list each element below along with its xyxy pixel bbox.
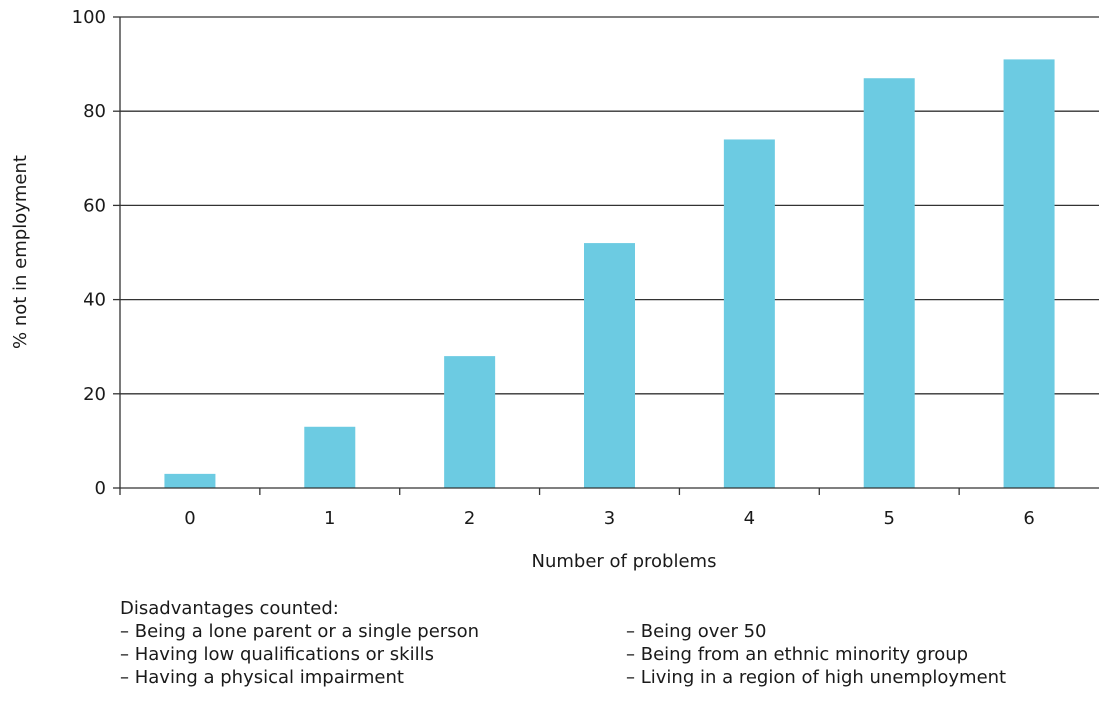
axes (113, 16, 1099, 495)
x-tick-label: 2 (464, 508, 475, 529)
x-tick-label: 6 (1023, 508, 1034, 529)
bar-3 (584, 243, 635, 488)
x-tick-label: 1 (324, 508, 335, 529)
bar-0 (164, 473, 216, 488)
gridlines (120, 16, 1099, 395)
note-item: – Having a physical impairment (120, 667, 404, 688)
x-tick-label: 5 (883, 508, 894, 529)
y-tick-label: 20 (83, 384, 106, 405)
y-tick-label: 80 (83, 101, 106, 122)
y-tick-label: 100 (72, 7, 106, 28)
note-item: – Being from an ethnic minority group (626, 644, 969, 665)
x-tick-label: 3 (604, 508, 615, 529)
bar-4 (723, 139, 775, 488)
x-tick-labels: 0 1 2 3 4 5 6 (184, 508, 1035, 529)
disadvantages-notes: Disadvantages counted: – Being a lone pa… (120, 597, 1090, 689)
y-tick-label: 40 (83, 290, 106, 311)
x-tick-label: 4 (744, 508, 755, 529)
bar-6 (1003, 59, 1055, 488)
notes-list: – Being a lone parent or a single person… (120, 620, 1090, 689)
bars (164, 59, 1055, 488)
y-axis-label: % not in employment (10, 155, 31, 349)
y-tick-labels: 0 20 40 60 80 100 (72, 7, 106, 499)
x-tick-label: 0 (184, 508, 195, 529)
note-item: – Living in a region of high unemploymen… (626, 667, 1007, 688)
note-item: – Having low qualifications or skills (120, 644, 434, 665)
note-item: – Being a lone parent or a single person (120, 621, 479, 642)
y-tick-label: 0 (95, 478, 106, 499)
bar-2 (444, 356, 496, 488)
y-tick-label: 60 (83, 195, 106, 216)
bar-5 (863, 78, 915, 488)
x-axis-label: Number of problems (532, 551, 717, 572)
bar-1 (304, 426, 356, 488)
note-item: – Being over 50 (626, 621, 767, 642)
notes-heading: Disadvantages counted: (120, 598, 339, 619)
